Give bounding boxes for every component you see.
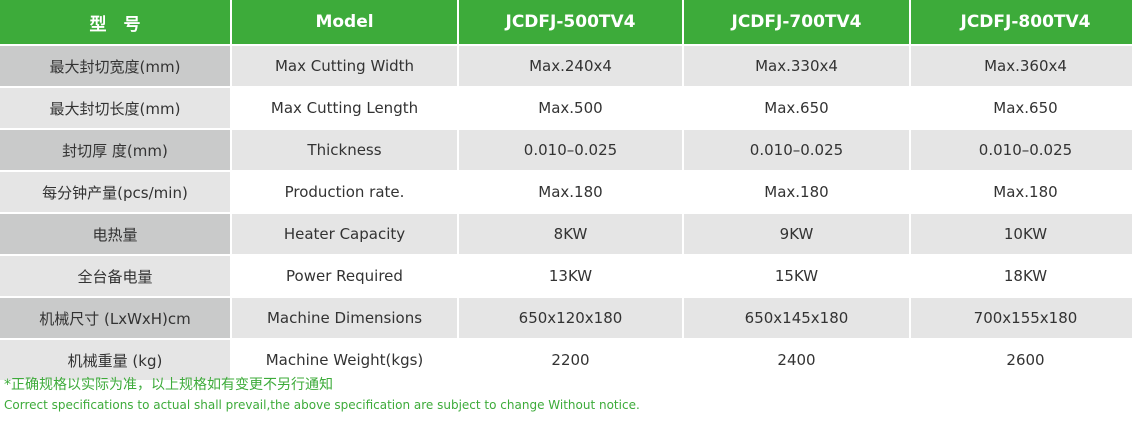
row-label: 电热量	[0, 214, 230, 254]
row-label: 最大封切宽度(mm)	[0, 46, 230, 86]
spec-table: 型 号 Model JCDFJ-500TV4 JCDFJ-700TV4 JCDFJ-80…	[0, 0, 1132, 380]
table-cell: 2400	[684, 340, 909, 380]
table-cell: 18KW	[911, 256, 1132, 296]
row-label: 最大封切长度(mm)	[0, 88, 230, 128]
table-cell: Max.330x4	[684, 46, 909, 86]
table-cell: 650x145x180	[684, 298, 909, 338]
header-cell: Model	[232, 0, 457, 44]
row-label: 封切厚 度(mm)	[0, 130, 230, 170]
table-cell: 700x155x180	[911, 298, 1132, 338]
row-label: 全台备电量	[0, 256, 230, 296]
table-cell: Max.240x4	[459, 46, 682, 86]
table-cell: Max.180	[459, 172, 682, 212]
header-cell: 型 号	[0, 0, 230, 44]
table-cell: 8KW	[459, 214, 682, 254]
table-cell: 650x120x180	[459, 298, 682, 338]
table-cell: 0.010–0.025	[684, 130, 909, 170]
table-cell: 2200	[459, 340, 682, 380]
table-cell: Max.500	[459, 88, 682, 128]
footnote-chinese: *正确规格以实际为准，以上规格如有变更不另行通知	[4, 377, 333, 393]
table-cell: 9KW	[684, 214, 909, 254]
table-cell: Thickness	[232, 130, 457, 170]
table-cell: Max.360x4	[911, 46, 1132, 86]
table-cell: Power Required	[232, 256, 457, 296]
table-cell: 0.010–0.025	[459, 130, 682, 170]
table-cell: Max.180	[911, 172, 1132, 212]
row-label: 每分钟产量(pcs/min)	[0, 172, 230, 212]
table-cell: 0.010–0.025	[911, 130, 1132, 170]
table-cell: 10KW	[911, 214, 1132, 254]
table-cell: Max Cutting Length	[232, 88, 457, 128]
table-cell: Max Cutting Width	[232, 46, 457, 86]
table-cell: Machine Dimensions	[232, 298, 457, 338]
table-cell: Max.650	[684, 88, 909, 128]
table-cell: Heater Capacity	[232, 214, 457, 254]
table-cell: 13KW	[459, 256, 682, 296]
row-label: 机械尺寸 (LxWxH)cm	[0, 298, 230, 338]
header-cell: JCDFJ-700TV4	[684, 0, 909, 44]
table-cell: 2600	[911, 340, 1132, 380]
row-label: 机械重量 (kg)	[0, 340, 230, 380]
footnote-english: Correct specifications to actual shall p…	[4, 398, 640, 412]
header-cell: JCDFJ-500TV4	[459, 0, 682, 44]
table-cell: 15KW	[684, 256, 909, 296]
header-cell: JCDFJ-800TV4	[911, 0, 1132, 44]
table-cell: Machine Weight(kgs)	[232, 340, 457, 380]
table-cell: Max.180	[684, 172, 909, 212]
table-cell: Production rate.	[232, 172, 457, 212]
table-cell: Max.650	[911, 88, 1132, 128]
